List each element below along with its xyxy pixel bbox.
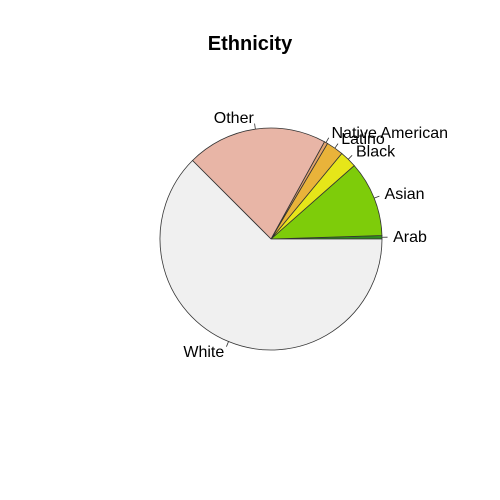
slice-label-other: Other bbox=[214, 110, 255, 127]
slice-label-white: White bbox=[183, 344, 224, 361]
pie-slice-white bbox=[159, 159, 383, 351]
slice-label-black: Black bbox=[356, 143, 396, 160]
slice-label-latino: Latino bbox=[341, 131, 385, 148]
chart-title: Ethnicity bbox=[207, 33, 293, 55]
slice-label-asian: Asian bbox=[385, 186, 425, 203]
pie-slice-asian bbox=[269, 165, 383, 240]
label-tick-black bbox=[347, 155, 353, 160]
label-tick-white bbox=[226, 341, 229, 347]
label-tick-latino bbox=[334, 143, 339, 149]
label-tick-native-american bbox=[325, 137, 330, 143]
label-tick-other bbox=[254, 123, 256, 130]
label-tick-asian bbox=[374, 195, 380, 199]
slice-label-native-american: Native American bbox=[332, 125, 449, 142]
pie-slice-other bbox=[191, 127, 326, 240]
slice-label-arab: Arab bbox=[393, 229, 427, 246]
